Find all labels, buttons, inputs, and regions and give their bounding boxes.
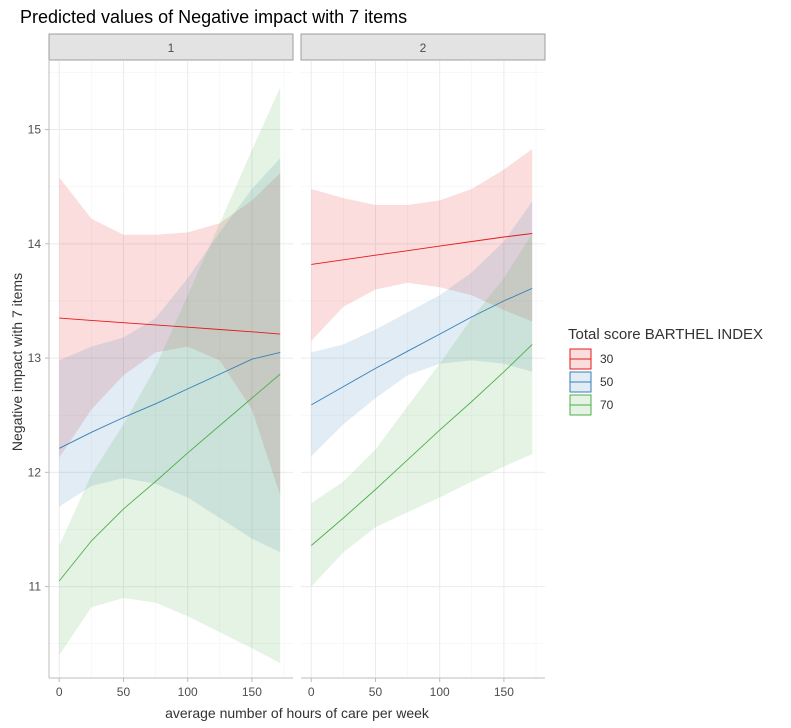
confidence-band-70	[311, 233, 533, 587]
facet-strip-label-1: 1	[168, 41, 175, 55]
facet-panel-2: 2 0 50 100 150	[300, 33, 546, 699]
facet-strip-1	[48, 33, 294, 61]
confidence-band-70	[59, 87, 281, 664]
legend-label-30: 30	[600, 352, 614, 366]
series-line-70	[311, 344, 533, 546]
x-axis-title: average number of hours of care per week	[165, 705, 430, 721]
facet-panel-1: 1 0 50 100 150 11 12 13 14 15	[28, 33, 294, 699]
x-tick-label: 0	[308, 685, 315, 699]
y-axis-title: Negative impact with 7 items	[9, 273, 25, 451]
facet-strip-label-2: 2	[420, 41, 427, 55]
series-line-30	[59, 317, 281, 335]
series-line-50	[311, 287, 533, 406]
confidence-band-50	[59, 158, 281, 553]
legend-label-70: 70	[600, 398, 614, 412]
y-tick-label: 12	[28, 465, 42, 479]
x-tick-label: 150	[494, 685, 514, 699]
x-tick-label: 100	[430, 685, 450, 699]
x-tick-label: 50	[369, 685, 383, 699]
legend-title: Total score BARTHEL INDEX	[568, 326, 763, 343]
series-line-70	[58, 373, 281, 582]
y-tick-label: 14	[28, 237, 42, 251]
y-tick-label: 13	[28, 351, 42, 365]
x-tick-label: 0	[56, 685, 63, 699]
y-tick-label: 11	[29, 580, 42, 594]
confidence-band-50	[311, 201, 533, 457]
x-tick-label: 100	[178, 685, 198, 699]
facet-strip-2	[300, 33, 546, 61]
series-line-50	[59, 351, 281, 449]
series-line-30	[311, 233, 533, 265]
confidence-band-30	[59, 173, 281, 496]
x-tick-label: 150	[242, 685, 262, 699]
y-tick-label: 15	[28, 123, 42, 137]
legend-label-50: 50	[600, 375, 614, 389]
x-tick-label: 50	[117, 685, 131, 699]
confidence-band-30	[311, 149, 533, 341]
chart-title: Predicted values of Negative impact with…	[20, 7, 407, 27]
legend: Total score BARTHEL INDEX 30 50 70	[568, 326, 763, 416]
